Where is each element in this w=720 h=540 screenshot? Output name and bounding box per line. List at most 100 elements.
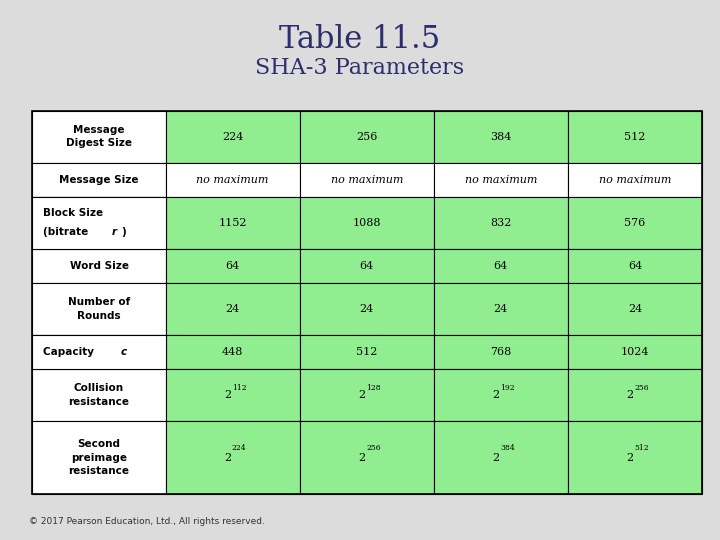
Bar [568, 163, 702, 197]
Text: Word Size: Word Size [70, 261, 128, 271]
Bar [433, 163, 568, 197]
Bar [166, 163, 300, 197]
Text: Table 11.5: Table 11.5 [279, 24, 441, 55]
Bar [568, 249, 702, 283]
Text: 576: 576 [624, 218, 646, 228]
Text: 384: 384 [500, 444, 515, 452]
Text: Block Size
(bitrate: Block Size (bitrate [43, 211, 103, 234]
Bar [568, 111, 702, 163]
Text: 64: 64 [225, 261, 240, 271]
Text: 64: 64 [494, 261, 508, 271]
Text: no maximum: no maximum [464, 175, 537, 185]
Text: 512: 512 [634, 444, 649, 452]
Text: 2: 2 [358, 453, 365, 463]
Text: Block Size
(bitrate   ): Block Size (bitrate ) [69, 211, 129, 234]
Text: 2: 2 [626, 453, 634, 463]
Text: Capacity: Capacity [43, 347, 98, 357]
Bar [166, 111, 300, 163]
Text: 832: 832 [490, 218, 511, 228]
Bar [568, 335, 702, 369]
Text: Block Size: Block Size [43, 208, 103, 219]
Bar [433, 421, 568, 494]
Text: Number of
Rounds: Number of Rounds [68, 298, 130, 321]
Text: ): ) [121, 227, 125, 237]
Bar [433, 369, 568, 421]
Text: no maximum: no maximum [599, 175, 671, 185]
Bar [32, 335, 166, 369]
Bar [300, 283, 433, 335]
Text: 112: 112 [232, 384, 246, 392]
Text: 448: 448 [222, 347, 243, 357]
Text: 256: 256 [634, 384, 649, 392]
Text: 1088: 1088 [353, 218, 381, 228]
Text: (bitrate: (bitrate [43, 234, 92, 245]
Text: 24: 24 [225, 304, 240, 314]
Bar [32, 197, 166, 249]
Bar [166, 283, 300, 335]
Text: 192: 192 [500, 384, 515, 392]
Bar [300, 111, 433, 163]
Text: 2: 2 [224, 453, 231, 463]
Text: 256: 256 [366, 444, 381, 452]
Text: (bitrate: (bitrate [43, 227, 92, 237]
Bar [433, 197, 568, 249]
Bar [433, 111, 568, 163]
Bar [568, 197, 702, 249]
Bar [300, 369, 433, 421]
Text: SHA-3 Parameters: SHA-3 Parameters [256, 57, 464, 79]
Bar [433, 335, 568, 369]
Text: 256: 256 [356, 132, 377, 142]
Text: 2: 2 [492, 390, 500, 400]
Bar [300, 249, 433, 283]
Bar [166, 197, 300, 249]
Bar [32, 335, 166, 369]
Text: c: c [121, 347, 127, 357]
Bar [568, 369, 702, 421]
Text: 2: 2 [492, 453, 500, 463]
Bar [300, 163, 433, 197]
Bar [32, 369, 166, 421]
Text: 512: 512 [624, 132, 646, 142]
Text: 224: 224 [232, 444, 246, 452]
Text: 24: 24 [359, 304, 374, 314]
Text: 1152: 1152 [218, 218, 247, 228]
Bar [32, 249, 166, 283]
Bar [166, 369, 300, 421]
Text: 2: 2 [224, 390, 231, 400]
Text: 768: 768 [490, 347, 511, 357]
Text: 2: 2 [358, 390, 365, 400]
Text: 128: 128 [366, 384, 381, 392]
Text: 24: 24 [628, 304, 642, 314]
Text: 384: 384 [490, 132, 511, 142]
Text: no maximum: no maximum [197, 175, 269, 185]
Bar [300, 197, 433, 249]
Bar [300, 421, 433, 494]
Text: © 2017 Pearson Education, Ltd., All rights reserved.: © 2017 Pearson Education, Ltd., All righ… [29, 517, 265, 526]
Text: 1024: 1024 [621, 347, 649, 357]
Text: Collision
resistance: Collision resistance [68, 383, 130, 407]
Bar [166, 249, 300, 283]
Text: 64: 64 [359, 261, 374, 271]
Text: 24: 24 [494, 304, 508, 314]
Bar [32, 197, 166, 249]
Bar [300, 335, 433, 369]
Bar [32, 421, 166, 494]
Text: 2: 2 [626, 390, 634, 400]
Bar [32, 111, 702, 494]
Text: 512: 512 [356, 347, 377, 357]
Text: Capacity: Capacity [71, 347, 127, 357]
Bar [32, 163, 166, 197]
Text: no maximum: no maximum [330, 175, 403, 185]
Text: r: r [112, 227, 117, 237]
Text: 64: 64 [628, 261, 642, 271]
Text: Message Size: Message Size [59, 175, 139, 185]
Bar [32, 283, 166, 335]
Bar [433, 249, 568, 283]
Text: Message
Digest Size: Message Digest Size [66, 125, 132, 148]
Bar [568, 421, 702, 494]
Bar [568, 283, 702, 335]
Text: Second
preimage
resistance: Second preimage resistance [68, 440, 130, 476]
Bar [166, 335, 300, 369]
Bar [433, 283, 568, 335]
Text: 224: 224 [222, 132, 243, 142]
